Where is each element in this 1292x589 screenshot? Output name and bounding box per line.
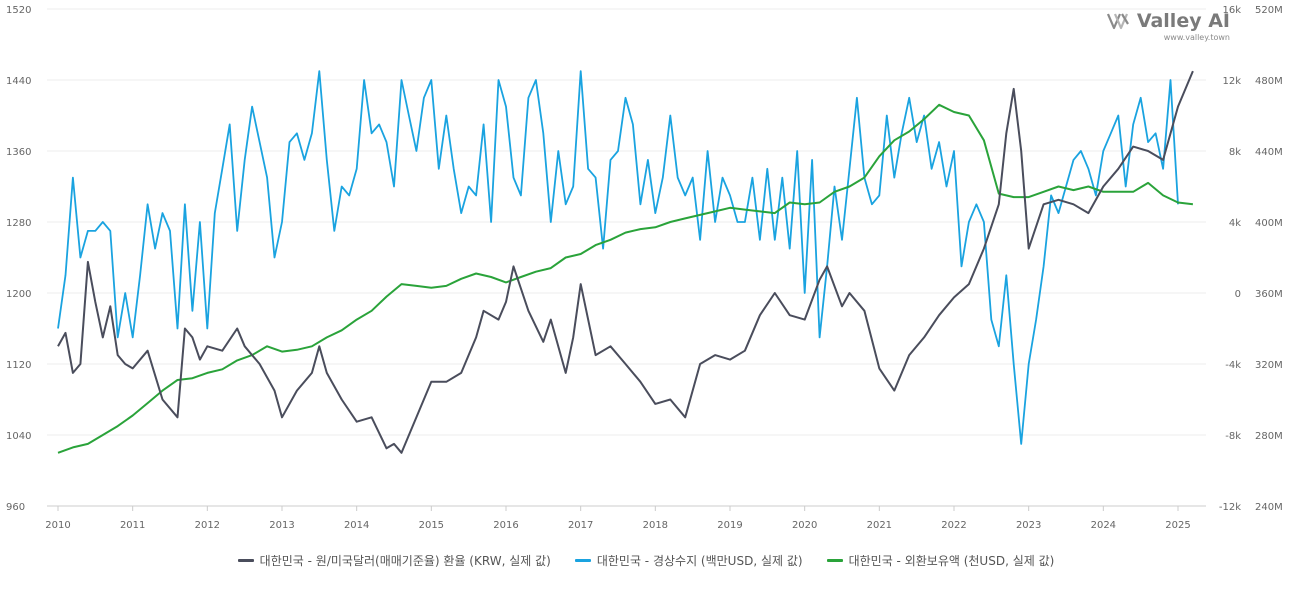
x-tick-label: 2019 [717,520,742,531]
legend-swatch-reserves [826,558,843,562]
y-right-current-account-tick-label: 12k [1222,76,1241,87]
y-left-tick-label: 1120 [6,360,31,371]
y-left-tick-label: 1360 [6,147,31,158]
y-left-tick-label: 1200 [6,289,31,300]
y-axis-left: 960 1040 1120 1200 1280 1360 1440 1520 [6,5,31,513]
y-left-tick-label: 1520 [6,5,31,16]
y-right-reserves-tick-label: 240M [1255,502,1283,513]
x-tick-label: 2022 [941,520,966,531]
y-right-reserves-tick-label: 440M [1255,147,1283,158]
brand-url: www.valley.town [1163,33,1230,42]
legend-item-fx-rate[interactable]: 대한민국 - 원/미국달러(매매기준율) 환율 (KRW, 실제 값) [237,552,551,569]
y-right-reserves-tick-label: 320M [1255,360,1283,371]
x-tick-label: 2018 [643,520,668,531]
x-tick-label: 2020 [792,520,817,531]
current-account-line [57,70,1179,445]
y-right-current-account-tick-label: 16k [1222,5,1241,16]
y-right-current-account-tick-label: 0 [1235,289,1241,300]
brand-name: Valley AI [1136,10,1230,32]
legend: 대한민국 - 원/미국달러(매매기준율) 환율 (KRW, 실제 값) 대한민국… [0,548,1292,572]
x-tick-label: 2014 [344,520,369,531]
brand-logo: Valley AI www.valley.town [1106,10,1230,42]
legend-label-fx-rate: 대한민국 - 원/미국달러(매매기준율) 환율 (KRW, 실제 값) [259,553,551,568]
x-tick-label: 2013 [269,520,294,531]
x-tick-label: 2010 [45,520,70,531]
x-tick-label: 2023 [1016,520,1041,531]
y-right-reserves-tick-label: 360M [1255,289,1283,300]
legend-swatch-current-account [574,558,591,562]
y-right-current-account-tick-label: -4k [1225,360,1241,371]
x-axis: 2010 2011 2012 2013 2014 2015 2016 2017 2018 2019… [45,505,1206,531]
legend-swatch-fx-rate [237,558,254,562]
legend-item-current-account[interactable]: 대한민국 - 경상수지 (백만USD, 실제 값) [574,552,803,569]
y-left-tick-label: 1440 [6,76,31,87]
legend-item-reserves[interactable]: 대한민국 - 외환보유액 (천USD, 실제 값) [826,552,1055,569]
x-tick-label: 2024 [1091,520,1116,531]
y-left-tick-label: 1040 [6,431,31,442]
y-right-reserves-tick-label: 280M [1255,431,1283,442]
fx-rate-line [57,70,1194,454]
x-tick-label: 2025 [1165,520,1190,531]
legend-label-reserves: 대한민국 - 외환보유액 (천USD, 실제 값) [848,553,1055,568]
y-left-tick-label: 960 [6,502,25,513]
y-axis-right-current-account: -12k -8k -4k 0 4k 8k 12k 16k [1219,5,1241,513]
y-right-reserves-tick-label: 400M [1255,218,1283,229]
y-left-tick-label: 1280 [6,218,31,229]
y-right-current-account-tick-label: -8k [1225,431,1241,442]
y-right-current-account-tick-label: 8k [1229,147,1241,158]
x-tick-label: 2016 [493,520,518,531]
y-axis-right-reserves: 240M 280M 320M 360M 400M 440M 480M 520M [1255,5,1283,513]
x-tick-label: 2017 [568,520,593,531]
valley-ai-logo-icon [1106,13,1129,30]
y-right-reserves-tick-label: 480M [1255,76,1283,87]
x-tick-label: 2015 [419,520,444,531]
series-lines [57,70,1194,454]
y-right-reserves-tick-label: 520M [1255,5,1283,16]
x-tick-label: 2011 [120,520,145,531]
x-tick-label: 2012 [195,520,220,531]
legend-label-current-account: 대한민국 - 경상수지 (백만USD, 실제 값) [596,553,803,568]
y-right-current-account-tick-label: -12k [1219,502,1241,513]
x-tick-label: 2021 [867,520,892,531]
gridlines [47,8,1206,507]
reserves-line [57,103,1194,454]
y-right-current-account-tick-label: 4k [1229,218,1241,229]
